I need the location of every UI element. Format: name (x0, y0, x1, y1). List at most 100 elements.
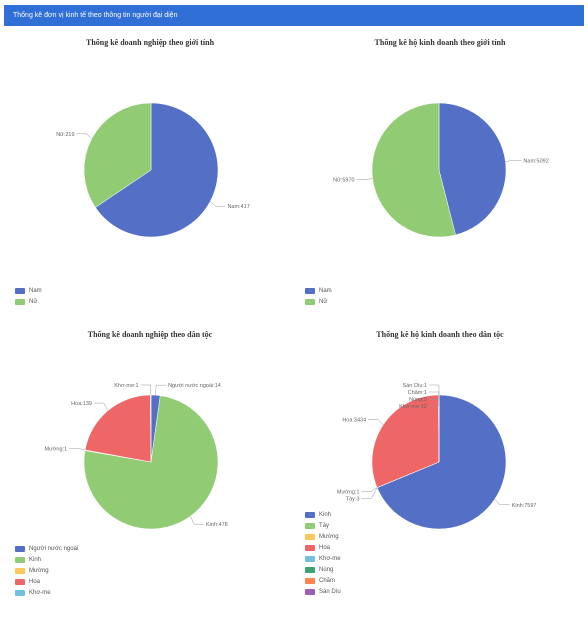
legend-label: Chăm (319, 577, 336, 584)
legend-item-nam[interactable]: Nam (15, 285, 42, 296)
legend-label: Kinh (319, 511, 332, 518)
label-leader-line (140, 384, 151, 396)
legend-label: Tày (319, 522, 330, 529)
legend-item-nung[interactable]: Nùng (305, 564, 341, 575)
legend-item-hoa[interactable]: Hoa (305, 542, 341, 553)
legend-swatch (305, 287, 315, 294)
legend-label: Hoa (319, 544, 331, 551)
label-leader-line (428, 391, 440, 396)
slice-label-kinh: Kinh:7597 (512, 503, 537, 509)
legend-swatch (305, 511, 315, 518)
label-leader-line (428, 384, 440, 396)
legend-swatch (15, 578, 25, 585)
chart-legend: Nam Nữ (305, 285, 332, 307)
legend-item-muong[interactable]: Mường (15, 565, 78, 576)
legend-item-nguoi-nuoc-ngoai[interactable]: Người nước ngoài (15, 543, 78, 554)
legend-label: Kinh (29, 556, 42, 563)
page-header: Thống kê đơn vị kinh tế theo thông tin n… (4, 5, 584, 26)
legend-item-hoa[interactable]: Hoa (15, 576, 78, 587)
legend-swatch (305, 577, 315, 584)
chart-panel-ethnic-household: Thống kê hộ kinh doanh theo dân tộc Kinh… (294, 322, 586, 612)
legend-swatch (305, 533, 315, 540)
label-leader-line (361, 487, 378, 499)
slice-label-nung: Nùng:3 (409, 397, 427, 403)
label-leader-line (155, 384, 167, 396)
legend-label: Nùng (319, 566, 334, 573)
legend-item-nam[interactable]: Nam (305, 285, 332, 296)
label-leader-line (93, 402, 109, 411)
chart-title: Thống kê doanh nghiệp theo giới tính (85, 38, 215, 47)
slice-label-muong: Mường:1 (45, 447, 68, 453)
slice-label-hoa: Hoa:3434 (342, 417, 366, 423)
legend-swatch (305, 566, 315, 573)
slice-label-cham: Chăm:1 (408, 390, 427, 396)
slice-label-nam: Nam:5092 (523, 158, 548, 164)
pie-slice-kinh[interactable] (83, 395, 219, 530)
legend-label: Nữ (319, 298, 328, 305)
pie-slice-nam[interactable] (438, 102, 507, 236)
label-leader-line (361, 487, 378, 492)
label-leader-line (356, 178, 373, 180)
page-title: Thống kê đơn vị kinh tế theo thông tin n… (13, 12, 178, 19)
chart-panel-gender-household: Thống kê hộ kinh doanh theo giới tính Na… (294, 30, 586, 320)
legend-label: Mường (29, 567, 49, 574)
legend-item-kho-me[interactable]: Khơ-me (305, 553, 341, 564)
legend-swatch (305, 298, 315, 305)
legend-swatch (305, 588, 315, 595)
pie-slice-hoa[interactable] (84, 394, 152, 463)
legend-swatch (15, 556, 25, 563)
label-leader-line (428, 394, 440, 400)
legend-label: Khơ-me (319, 555, 341, 562)
slice-label-nguoi-nuoc-ngoai: Người nước ngoài:14 (168, 383, 221, 389)
label-leader-line (209, 201, 226, 207)
legend-label: Nam (319, 287, 332, 294)
slice-label-nu: Nữ:5970 (333, 178, 354, 184)
legend-item-muong[interactable]: Mường (305, 531, 341, 542)
legend-label: Nữ (29, 298, 38, 305)
legend-item-nu[interactable]: Nữ (15, 296, 42, 307)
slice-label-kinh: Kinh:478 (206, 522, 228, 528)
pie-chart-ethnic-enterprise: Người nước ngoài:14 Kinh:478 Mường:1 Hoa:13… (45, 383, 228, 530)
legend-item-kinh[interactable]: Kinh (15, 554, 78, 565)
pie-slice-kho-me[interactable] (150, 394, 152, 463)
legend-item-tay[interactable]: Tày (305, 520, 341, 531)
legend-swatch (15, 287, 25, 294)
pie-slice-nam[interactable] (95, 102, 219, 238)
legend-label: Mường (319, 533, 339, 540)
pie-slice-nu[interactable] (371, 102, 456, 238)
legend-swatch (15, 545, 25, 552)
legend-label: Người nước ngoài (29, 545, 79, 552)
slice-label-kho-me: Khơ-me:10 (399, 404, 426, 410)
pie-chart-gender-enterprise: Nam:417 Nữ:219 (56, 102, 250, 238)
legend-label: Nam (29, 287, 42, 294)
slice-label-nu: Nữ:219 (56, 132, 74, 138)
chart-legend: Người nước ngoài Kinh Mường Hoa Khơ-me (15, 543, 78, 598)
chart-title: Thống kê hộ kinh doanh theo dân tộc (376, 330, 504, 339)
label-leader-line (69, 448, 86, 451)
slice-label-muong: Mường:1 (337, 489, 360, 495)
legend-label: Hoa (29, 578, 41, 585)
legend-item-kho-me[interactable]: Khơ-me (15, 587, 78, 598)
legend-label: Khơ-me (29, 589, 51, 596)
chart-panel-gender-enterprise: Thống kê doanh nghiệp theo giới tính Nam… (4, 30, 296, 320)
slice-label-kho-me: Khơ-me:1 (114, 383, 138, 389)
label-leader-line (505, 160, 522, 162)
pie-slice-kinh[interactable] (376, 394, 507, 530)
legend-item-nu[interactable]: Nữ (305, 296, 332, 307)
legend-item-san-diu[interactable]: Sán Dìu (305, 586, 341, 597)
pie-chart-gender-household: Nam:5092 Nữ:5970 (333, 102, 549, 238)
legend-item-cham[interactable]: Chăm (305, 575, 341, 586)
legend-swatch (305, 544, 315, 551)
legend-swatch (15, 298, 25, 305)
legend-item-kinh[interactable]: Kinh (305, 509, 341, 520)
chart-panel-ethnic-enterprise: Thống kê doanh nghiệp theo dân tộc Người… (4, 322, 296, 612)
chart-legend: Kinh Tày Mường Hoa Khơ-me Nùng Chăm Sán Dìu (305, 509, 341, 597)
legend-swatch (305, 522, 315, 529)
slice-label-hoa: Hoa:139 (71, 401, 92, 407)
chart-legend: Nam Nữ (15, 285, 42, 307)
label-leader-line (494, 499, 510, 506)
pie-slice-nu[interactable] (83, 102, 152, 208)
legend-swatch (305, 555, 315, 562)
chart-title: Thống kê doanh nghiệp theo dân tộc (87, 330, 213, 339)
